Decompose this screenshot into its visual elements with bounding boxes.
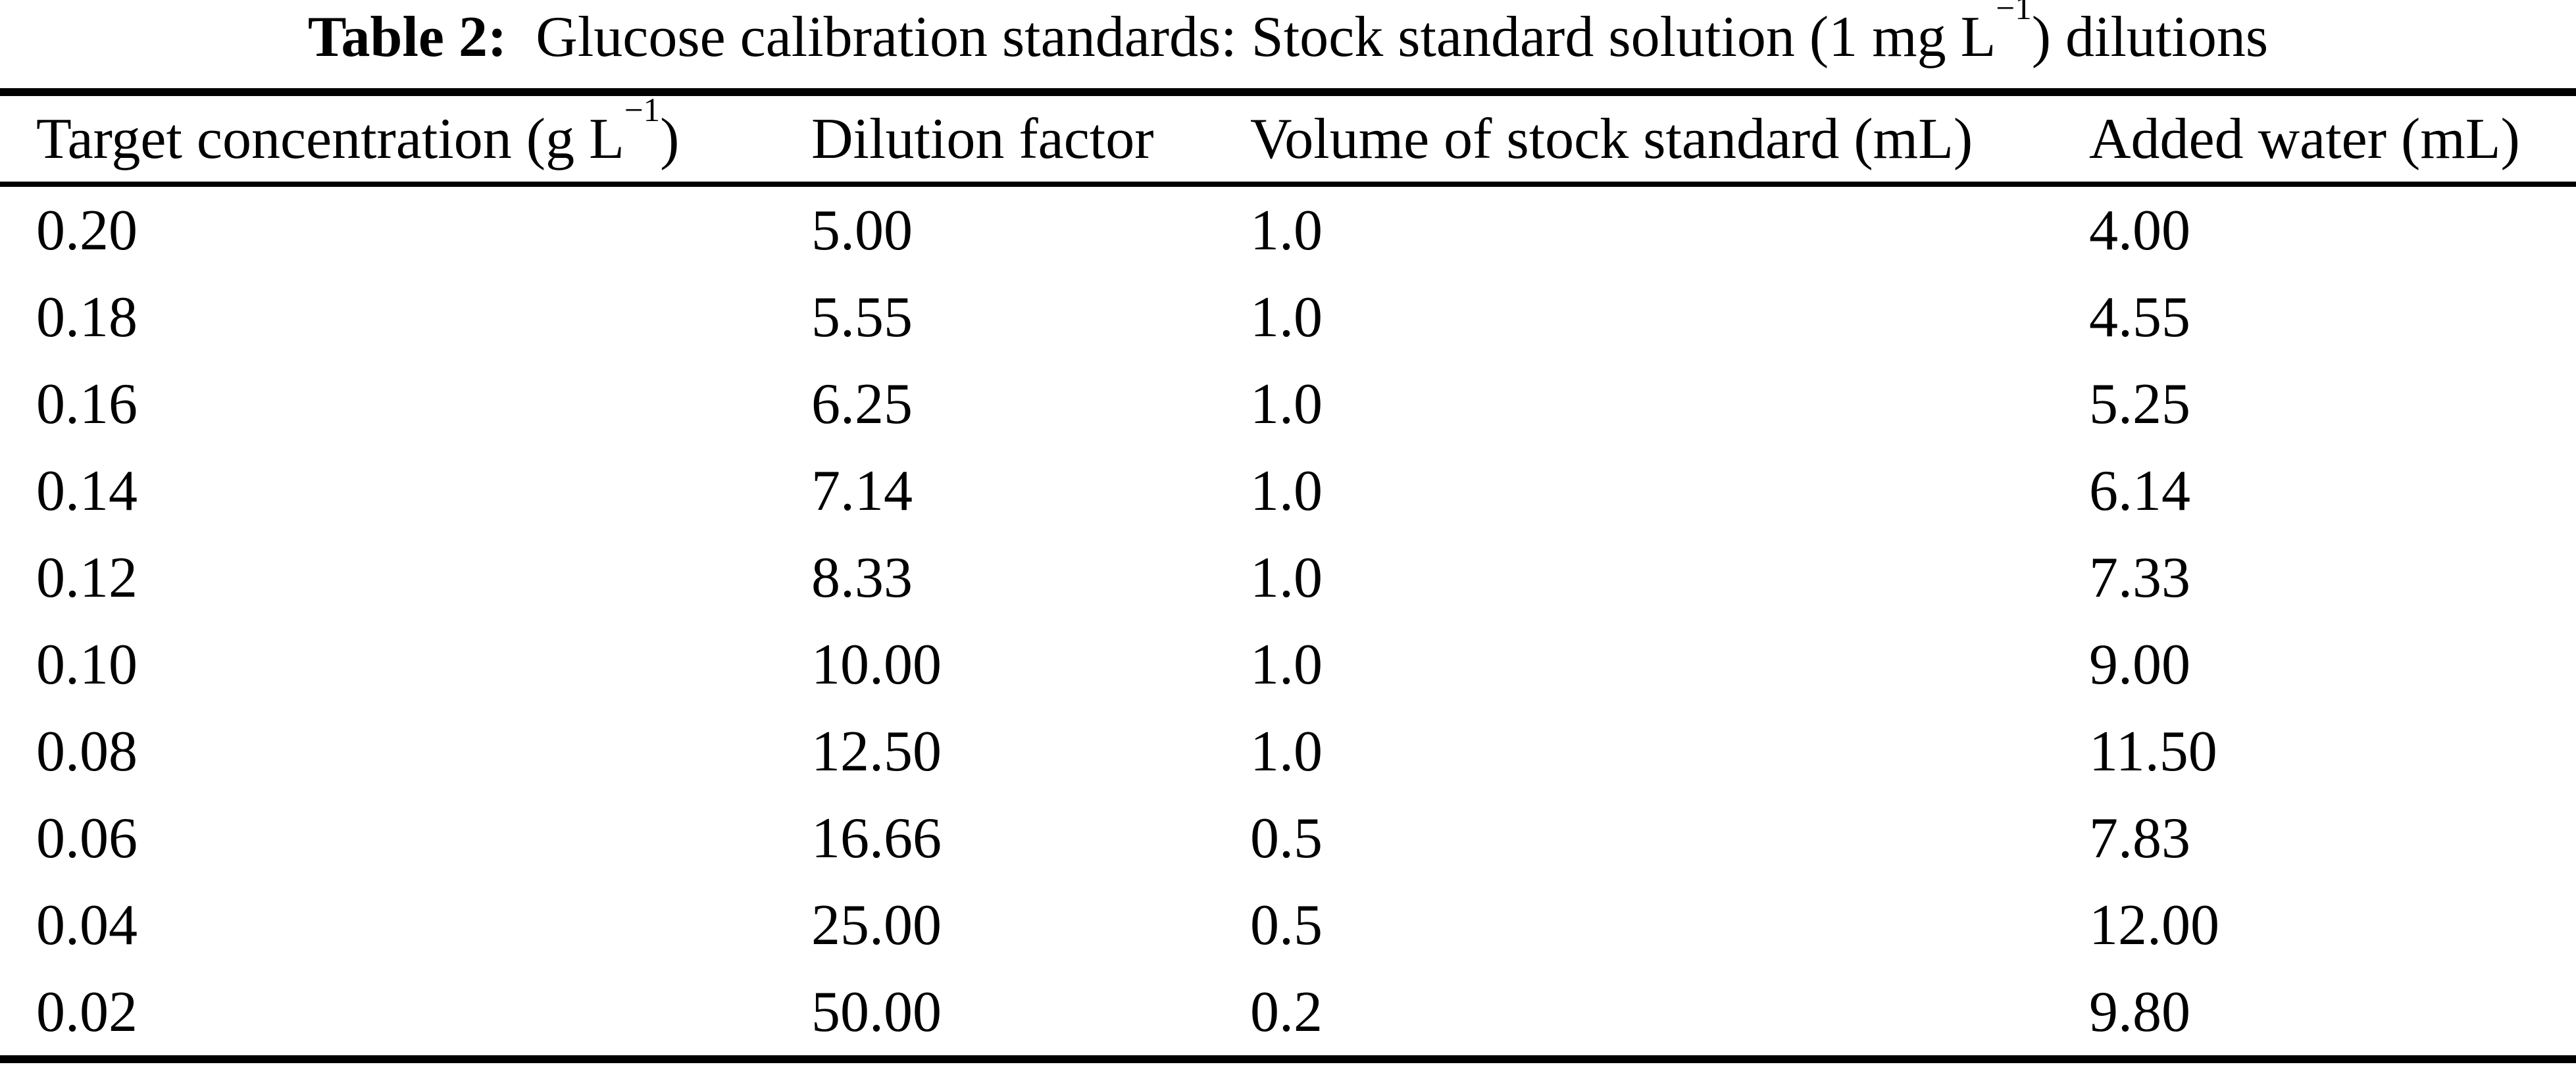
cell-stock-volume: 1.0 [1250, 459, 1323, 523]
table-row: 0.20 5.00 1.0 4.00 [0, 184, 2576, 274]
table-row: 0.16 6.25 1.0 5.25 [0, 361, 2576, 447]
cell-added-water: 9.00 [2089, 632, 2190, 697]
col-header-dilution-factor: Dilution factor [811, 92, 1250, 187]
cell-target-concentration: 0.20 [36, 198, 138, 262]
cell-target-concentration: 0.08 [36, 719, 138, 784]
cell-dilution-factor: 12.50 [811, 719, 942, 784]
cell-added-water: 6.14 [2089, 459, 2190, 523]
table-row: 0.12 8.33 1.0 7.33 [0, 534, 2576, 621]
cell-stock-volume: 0.5 [1250, 806, 1323, 870]
cell-stock-volume: 0.5 [1250, 893, 1323, 957]
header-text-before-sup: Target concentration (g L [36, 107, 624, 171]
table-row: 0.10 10.00 1.0 9.00 [0, 621, 2576, 708]
cell-stock-volume: 1.0 [1250, 545, 1323, 610]
cell-added-water: 4.55 [2089, 285, 2190, 349]
cell-stock-volume: 1.0 [1250, 719, 1323, 784]
cell-target-concentration: 0.14 [36, 459, 138, 523]
caption-superscript: −1 [1996, 0, 2032, 28]
cell-target-concentration: 0.06 [36, 806, 138, 870]
cell-added-water: 7.83 [2089, 806, 2190, 870]
header-row: Target concentration (g L−1) Dilution fa… [0, 91, 2576, 187]
caption-text-before-sup: Glucose calibration standards: Stock sta… [536, 5, 1996, 69]
cell-target-concentration: 0.18 [36, 285, 138, 349]
table-row: 0.04 25.00 0.5 12.00 [0, 882, 2576, 968]
cell-stock-volume: 1.0 [1250, 372, 1323, 436]
col-header-target-concentration: Target concentration (g L−1) [0, 91, 811, 187]
cell-dilution-factor: 10.00 [811, 632, 942, 697]
cell-dilution-factor: 25.00 [811, 893, 942, 957]
cell-stock-volume: 1.0 [1250, 198, 1323, 262]
cell-dilution-factor: 8.33 [811, 545, 913, 610]
cell-target-concentration: 0.04 [36, 893, 138, 957]
header-superscript: −1 [624, 91, 661, 129]
cell-target-concentration: 0.02 [36, 980, 138, 1044]
cell-added-water: 12.00 [2089, 893, 2219, 957]
table-row: 0.18 5.55 1.0 4.55 [0, 274, 2576, 361]
cell-stock-volume: 1.0 [1250, 632, 1323, 697]
col-header-stock-volume: Volume of stock standard (mL) [1250, 92, 2089, 187]
cell-stock-volume: 1.0 [1250, 285, 1323, 349]
table-caption: Table 2: Glucose calibration standards: S… [0, 0, 2576, 72]
cell-added-water: 7.33 [2089, 545, 2190, 610]
cell-target-concentration: 0.12 [36, 545, 138, 610]
cell-dilution-factor: 5.00 [811, 198, 913, 262]
cell-dilution-factor: 7.14 [811, 459, 913, 523]
table-row: 0.02 50.00 0.2 9.80 [0, 968, 2576, 1059]
table-row: 0.06 16.66 0.5 7.83 [0, 795, 2576, 882]
cell-dilution-factor: 50.00 [811, 980, 942, 1044]
cell-dilution-factor: 5.55 [811, 285, 913, 349]
header-text-after-sup: ) [660, 107, 680, 171]
table-row: 0.08 12.50 1.0 11.50 [0, 708, 2576, 795]
cell-stock-volume: 0.2 [1250, 980, 1323, 1044]
table-row: 0.14 7.14 1.0 6.14 [0, 447, 2576, 534]
cell-added-water: 4.00 [2089, 198, 2190, 262]
caption-label: Table 2: [307, 5, 507, 69]
col-header-added-water: Added water (mL) [2089, 92, 2576, 187]
cell-dilution-factor: 6.25 [811, 372, 913, 436]
calibration-table: Target concentration (g L−1) Dilution fa… [0, 88, 2576, 1063]
cell-target-concentration: 0.16 [36, 372, 138, 436]
cell-added-water: 9.80 [2089, 980, 2190, 1044]
cell-added-water: 11.50 [2089, 719, 2217, 784]
cell-dilution-factor: 16.66 [811, 806, 942, 870]
cell-added-water: 5.25 [2089, 372, 2190, 436]
caption-text-after-sup: ) dilutions [2031, 5, 2269, 69]
cell-target-concentration: 0.10 [36, 632, 138, 697]
